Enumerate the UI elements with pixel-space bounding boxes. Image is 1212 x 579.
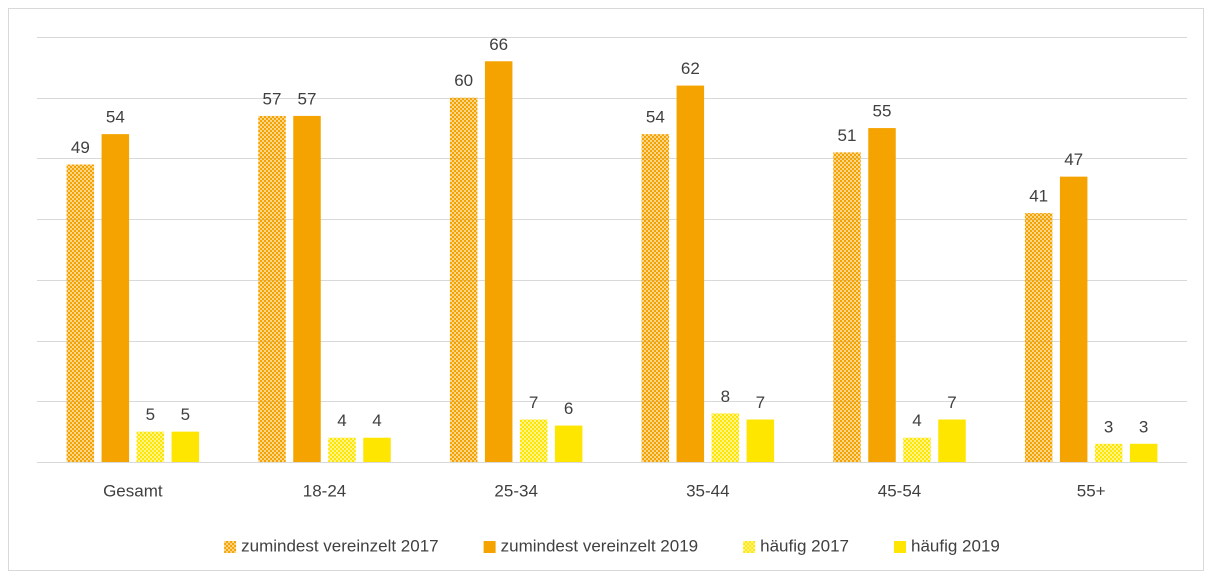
legend-item: häufig 2017 <box>743 536 849 555</box>
legend-swatch <box>743 541 756 553</box>
data-label: 5 <box>181 405 190 424</box>
bar <box>1024 213 1053 462</box>
data-label: 4 <box>912 411 921 430</box>
data-label: 60 <box>454 71 473 90</box>
legend-label: häufig 2019 <box>911 536 1000 555</box>
bar <box>746 419 775 462</box>
bar <box>641 134 670 462</box>
bar <box>449 97 478 462</box>
legend-item: häufig 2019 <box>894 536 1000 555</box>
bar <box>484 61 513 463</box>
data-label: 57 <box>298 89 317 108</box>
bar <box>938 419 966 462</box>
x-tick-label: 35-44 <box>686 481 729 500</box>
data-label: 49 <box>71 138 90 157</box>
data-label: 7 <box>529 393 538 412</box>
bar <box>1059 176 1088 462</box>
legend-label: zumindest vereinzelt 2019 <box>501 536 699 555</box>
x-tick-label: 25-34 <box>494 481 537 500</box>
data-label: 41 <box>1029 187 1048 206</box>
x-tick-label: 18-24 <box>303 481 346 500</box>
data-label: 3 <box>1139 417 1148 436</box>
data-label: 7 <box>947 393 956 412</box>
bar <box>833 152 861 462</box>
legend-swatch <box>483 541 496 553</box>
legend-item: zumindest vereinzelt 2019 <box>483 536 699 555</box>
x-tick-label: 55+ <box>1077 481 1106 500</box>
bar <box>66 164 95 462</box>
bar <box>363 437 391 462</box>
data-label: 55 <box>873 102 892 121</box>
data-label: 5 <box>146 405 155 424</box>
bar <box>171 431 200 462</box>
data-label: 47 <box>1064 150 1083 169</box>
data-label: 4 <box>337 411 346 430</box>
bar <box>676 85 705 463</box>
x-tick-label: Gesamt <box>103 481 163 500</box>
data-label: 7 <box>756 393 765 412</box>
bar <box>293 115 321 462</box>
data-label: 51 <box>838 126 857 145</box>
x-tick-label: 45-54 <box>878 481 921 500</box>
legend-swatch <box>224 541 237 553</box>
legend-item: zumindest vereinzelt 2017 <box>224 536 439 555</box>
data-label: 57 <box>263 89 282 108</box>
bar <box>519 419 548 462</box>
bar <box>101 134 130 462</box>
bar <box>868 128 896 463</box>
chart-border <box>8 8 1204 571</box>
legend-swatch <box>894 541 907 553</box>
bar <box>1094 443 1123 462</box>
bar <box>328 437 356 462</box>
data-label: 8 <box>721 387 730 406</box>
legend-label: zumindest vereinzelt 2017 <box>241 536 439 555</box>
data-label: 6 <box>564 399 573 418</box>
data-label: 54 <box>106 108 125 127</box>
bar <box>903 437 931 462</box>
bar <box>258 115 286 462</box>
bar <box>136 431 165 462</box>
data-label: 3 <box>1104 417 1113 436</box>
legend-label: häufig 2017 <box>760 536 849 555</box>
data-label: 66 <box>489 35 508 54</box>
data-label: 4 <box>372 411 381 430</box>
bar <box>1129 443 1158 462</box>
data-label: 62 <box>681 59 700 78</box>
bar <box>554 425 583 462</box>
bar <box>711 413 740 462</box>
data-label: 54 <box>646 108 665 127</box>
